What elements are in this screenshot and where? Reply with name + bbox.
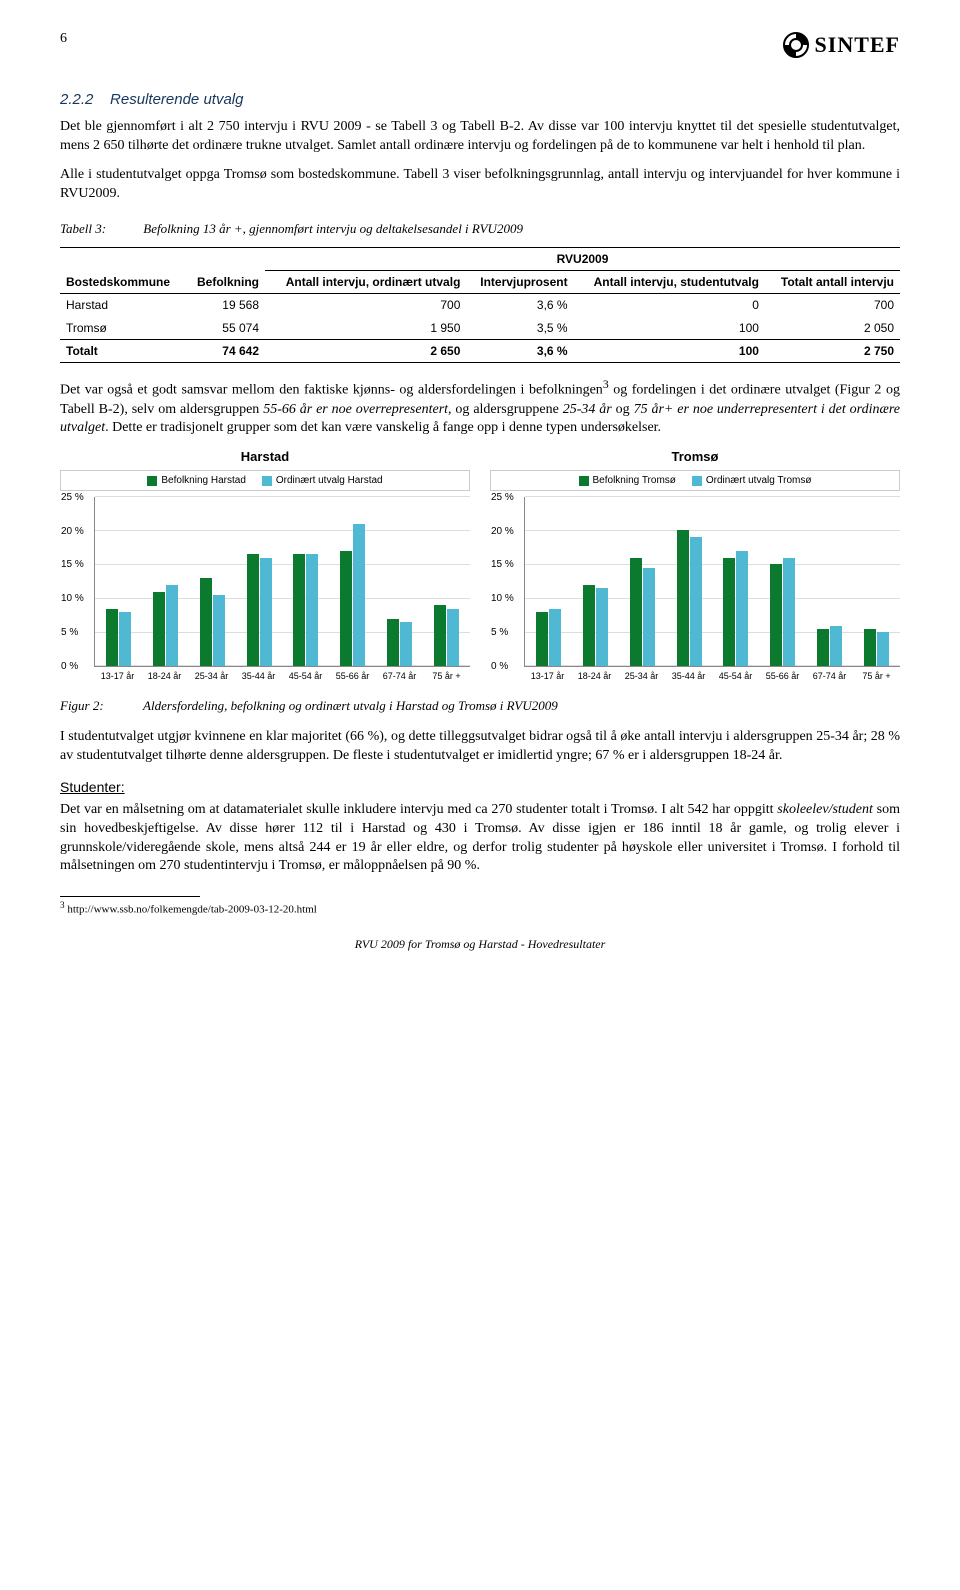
section-number: 2.2.2: [60, 91, 93, 108]
sintef-logo: SINTEF: [783, 30, 900, 60]
bar-group: [142, 585, 189, 667]
col-4: Antall intervju, studentutvalg: [574, 271, 765, 294]
legend-tromso: Befolkning Tromsø Ordinært utvalg Tromsø: [490, 470, 900, 492]
bar-group: [853, 629, 900, 666]
bar-group: [283, 554, 330, 666]
col-1: Befolkning: [185, 271, 265, 294]
table-total-row: Totalt74 6422 6503,6 %1002 750: [60, 339, 900, 362]
bar-group: [376, 619, 423, 667]
chart-tromso: Tromsø Befolkning Tromsø Ordinært utvalg…: [490, 448, 900, 682]
figure-caption: Figur 2: Aldersfordeling, befolkning og …: [60, 697, 900, 715]
col-5: Totalt antall intervju: [765, 271, 900, 294]
bar-group: [423, 605, 470, 666]
chart-harstad: Harstad Befolkning Harstad Ordinært utva…: [60, 448, 470, 682]
paragraph-4: I studentutvalget utgjør kvinnene en kla…: [60, 728, 900, 766]
chart-title-harstad: Harstad: [60, 448, 470, 466]
table-row: Tromsø55 0741 9503,5 %1002 050: [60, 317, 900, 340]
col-2: Antall intervju, ordinært utvalg: [265, 271, 466, 294]
table-super-header: RVU2009: [265, 248, 900, 271]
subheading-studenter: Studenter:: [60, 778, 900, 797]
bar-group: [572, 585, 619, 667]
page-number: 6: [60, 30, 67, 49]
bar-group: [713, 551, 760, 667]
legend-harstad: Befolkning Harstad Ordinært utvalg Harst…: [60, 470, 470, 492]
section-title: Resulterende utvalg: [110, 91, 243, 108]
section-heading: 2.2.2 Resulterende utvalg: [60, 90, 900, 110]
figure-label: Figur 2:: [60, 697, 140, 715]
table-row: Harstad19 5687003,6 %0700: [60, 294, 900, 317]
bar-group: [525, 609, 572, 667]
bar-group: [95, 609, 142, 667]
table-label: Tabell 3:: [60, 220, 140, 238]
paragraph-1: Det ble gjennomført i alt 2 750 intervju…: [60, 118, 900, 156]
chart-area-harstad: 0 %5 %10 %15 %20 %25 %: [94, 497, 470, 667]
bar-group: [189, 578, 236, 666]
footnote: 3 http://www.ssb.no/folkemengde/tab-2009…: [60, 899, 900, 918]
bar-group: [759, 558, 806, 667]
paragraph-5: Det var en målsetning om at datamaterial…: [60, 801, 900, 877]
bar-group: [666, 530, 713, 666]
col-3: Intervjuprosent: [466, 271, 573, 294]
page-footer: RVU 2009 for Tromsø og Harstad - Hovedre…: [60, 936, 900, 952]
bar-group: [329, 524, 376, 667]
xlabels-tromso: 13-17 år18-24 år25-34 år35-44 år45-54 år…: [524, 670, 900, 682]
page-header: 6 SINTEF: [60, 30, 900, 60]
bar-group: [236, 554, 283, 666]
figure-caption-text: Aldersfordeling, befolkning og ordinært …: [143, 698, 558, 713]
xlabels-harstad: 13-17 år18-24 år25-34 år35-44 år45-54 år…: [94, 670, 470, 682]
logo-icon: [783, 32, 809, 58]
chart-title-tromso: Tromsø: [490, 448, 900, 466]
table-caption-text: Befolkning 13 år +, gjennomført intervju…: [143, 221, 523, 236]
chart-area-tromso: 0 %5 %10 %15 %20 %25 %: [524, 497, 900, 667]
footnote-rule: [60, 896, 200, 897]
col-0: Bostedskommune: [60, 271, 185, 294]
paragraph-2: Alle i studentutvalget oppga Tromsø som …: [60, 166, 900, 204]
logo-text: SINTEF: [815, 30, 900, 60]
bar-group: [619, 558, 666, 667]
table-3: RVU2009 Bostedskommune Befolkning Antall…: [60, 247, 900, 363]
table-caption: Tabell 3: Befolkning 13 år +, gjennomfør…: [60, 220, 900, 238]
charts-row: Harstad Befolkning Harstad Ordinært utva…: [60, 448, 900, 682]
paragraph-3: Det var også et godt samsvar mellom den …: [60, 377, 900, 438]
bar-group: [806, 626, 853, 667]
